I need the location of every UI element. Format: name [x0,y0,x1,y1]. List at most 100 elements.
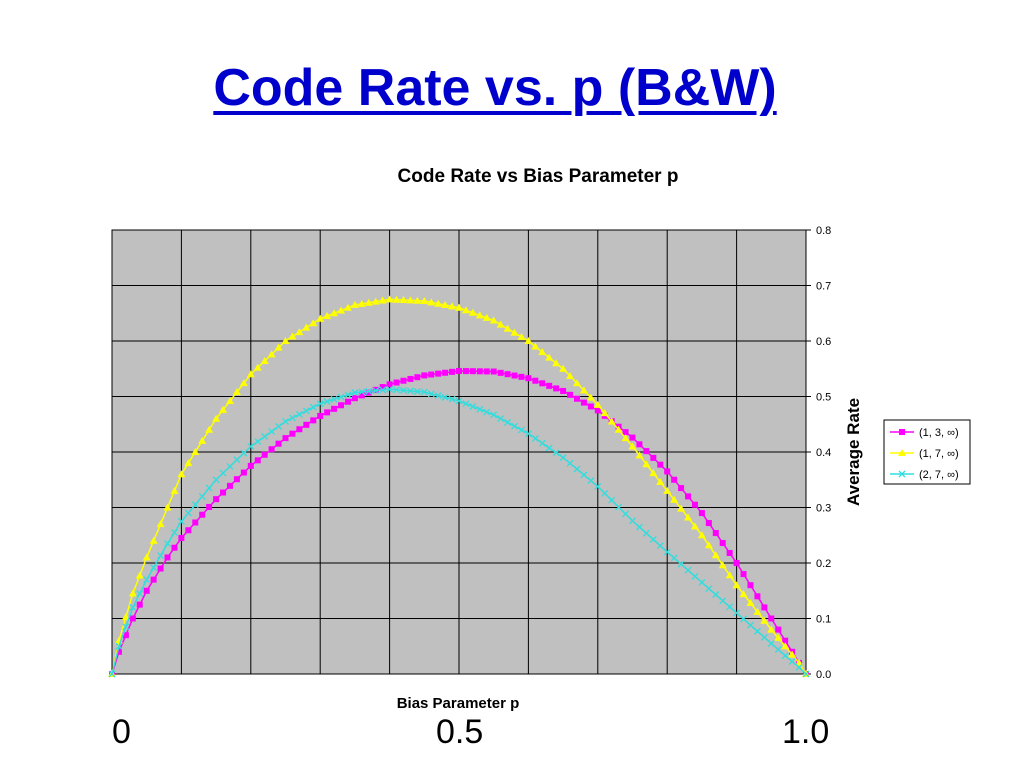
series-0-point-1 [115,648,122,655]
series-1-point-95 [767,625,776,633]
series-0-point-20 [247,462,254,469]
series-0-point-81 [671,476,678,483]
series-0-point-5 [143,587,150,594]
series-1-point-54 [482,313,491,321]
series-1-point-50 [455,303,463,311]
series-1-point-43 [406,296,415,304]
series-0-point-60 [525,375,532,382]
series-1-point-74 [621,434,630,442]
series-1-point-28 [302,323,311,331]
series-2-point-37 [365,387,373,395]
series-1-point-10 [177,470,186,478]
series-2-point-73 [615,503,623,511]
series-2-point-94 [760,633,768,641]
series-2-point-83 [684,566,692,574]
series-2-point-59 [518,426,525,434]
series-1-point-21 [253,363,262,371]
series-0-point-64 [553,385,560,392]
series-2-point-98 [788,658,796,665]
series-1-point-44 [413,296,422,304]
series-0-point-58 [511,372,518,379]
series-2-point-97 [781,652,789,660]
series-1-point-39 [378,296,387,304]
series-0-point-45 [421,372,428,379]
series-1-point-35 [350,300,359,308]
series-2-point-52 [469,403,477,410]
series-0-point-6 [150,576,157,583]
series-0-point-11 [185,527,192,534]
series-1-point-75 [628,442,637,450]
series-2-point-100 [802,670,810,678]
series-2-point-92 [747,621,754,629]
series-2-point-30 [316,400,324,408]
series-0-point-3 [129,615,136,622]
series-0-point-49 [449,368,456,375]
series-2-point-81 [670,554,678,562]
series-1-point-3 [128,589,137,597]
series-0-point-69 [587,403,594,410]
series-1-point-83 [684,513,693,521]
series-1-point-18 [232,388,241,396]
series-0-point-65 [560,387,567,394]
series-1-point-88 [718,561,727,569]
series-1-point-60 [524,337,533,344]
series-1-point-15 [212,414,221,422]
series-2-point-75 [629,517,636,525]
series-1-point-29 [309,319,318,327]
series-2-point-86 [705,585,713,592]
series-1-point-34 [343,303,352,311]
series-0-point-52 [469,368,476,375]
series-2-point-91 [740,615,747,623]
series-2-point-62 [538,439,546,447]
series-0-point-40 [386,381,393,388]
series-1-point-9 [170,486,179,494]
series-0-point-31 [324,409,331,416]
y-axis-label: Average Rate [844,398,863,506]
series-1-point-68 [579,386,588,394]
series-2-point-39 [379,386,387,394]
series-2-point-63 [545,444,553,452]
series-1-point-23 [267,350,276,358]
series-2-point-77 [642,529,650,537]
series-2-point-18 [233,456,241,464]
series-2-point-48 [441,393,449,401]
y-tick-label-5: 0.5 [816,392,831,404]
series-1-point-55 [489,316,498,324]
series-0-point-59 [518,373,525,380]
series-2-point-57 [504,418,512,426]
series-1-point-47 [434,299,443,307]
series-2-point-58 [511,422,518,430]
series-0-point-36 [358,392,365,399]
series-1-point-97 [781,642,790,650]
series-1-point-22 [260,356,269,364]
series-1-point-2 [121,613,130,621]
series-0-point-27 [296,426,303,433]
series-2-point-40 [386,385,394,393]
series-2-point-13 [198,492,206,500]
series-2-point-36 [358,388,366,396]
series-2-point-21 [254,437,262,445]
series-1-point-64 [552,359,561,367]
series-1-point-63 [545,353,554,361]
series-1-point-79 [656,477,665,485]
series-0-point-54 [483,368,490,375]
series-0-point-34 [344,398,351,405]
series-0-point-92 [747,582,754,589]
series-0-point-53 [476,368,483,375]
legend-label-1: (1, 7, ∞) [919,448,959,460]
series-0-point-89 [726,550,733,557]
series-1-point-19 [239,379,248,387]
series-0-point-79 [657,461,664,468]
series-2-point-66 [566,459,574,467]
series-1-point-72 [607,417,616,425]
bottom-label-mid: 0.5 [436,713,484,751]
series-0-point-88 [719,540,726,547]
series-1-point-69 [586,393,595,401]
legend-marker-1 [898,449,906,456]
series-1-point-24 [274,343,283,351]
series-2-point-15 [212,476,220,484]
series-0-point-70 [594,407,601,414]
series-2-point-5 [143,576,151,584]
series-0-point-13 [199,511,206,518]
